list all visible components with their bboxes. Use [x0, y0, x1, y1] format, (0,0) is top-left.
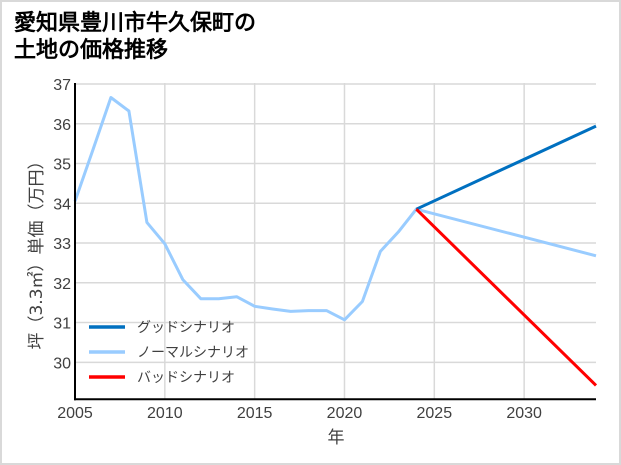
- y-tick-label: 31: [53, 316, 71, 333]
- y-tick-label: 30: [53, 355, 71, 372]
- y-tick-label: 34: [53, 196, 71, 213]
- legend-label: ノーマルシナリオ: [137, 345, 249, 361]
- tick-labels: 30 31 32 33 34 35 36 37 2005 2010 2015 2020 2025 2030: [53, 77, 542, 422]
- series-lines: [73, 96, 598, 387]
- y-axis-title: 坪（3.3㎡）単価（万円）: [27, 152, 47, 349]
- x-tick-label: 2015: [237, 405, 273, 422]
- legend-item-good: グッドシナリオ: [89, 320, 235, 336]
- y-tick-label: 32: [53, 276, 71, 293]
- x-tick-label: 2005: [57, 405, 93, 422]
- legend-item-bad: バッドシナリオ: [89, 370, 235, 386]
- x-tick-label: 2030: [506, 405, 542, 422]
- y-tick-label: 37: [53, 77, 71, 94]
- y-tick-label: 33: [53, 236, 71, 253]
- x-axis-title: 年: [328, 428, 345, 448]
- gridlines: [75, 83, 596, 400]
- legend-label: グッドシナリオ: [137, 320, 235, 336]
- chart-title-line-2: 土地の価格推移: [14, 38, 169, 63]
- series-line-normal: [73, 96, 597, 322]
- x-tick-label: 2010: [147, 405, 183, 422]
- legend-label: バッドシナリオ: [137, 370, 235, 386]
- series-line-bad: [415, 208, 598, 387]
- x-tick-label: 2025: [417, 405, 453, 422]
- y-tick-label: 36: [53, 117, 71, 134]
- legend-item-normal: ノーマルシナリオ: [89, 345, 249, 361]
- series-line-good: [415, 124, 597, 211]
- x-tick-label: 2020: [327, 405, 363, 422]
- chart-title: 愛知県豊川市牛久保町の 土地の価格推移: [14, 10, 256, 64]
- axes: [74, 83, 596, 401]
- y-tick-label: 35: [53, 157, 71, 174]
- chart-title-line-1: 愛知県豊川市牛久保町の: [14, 11, 257, 36]
